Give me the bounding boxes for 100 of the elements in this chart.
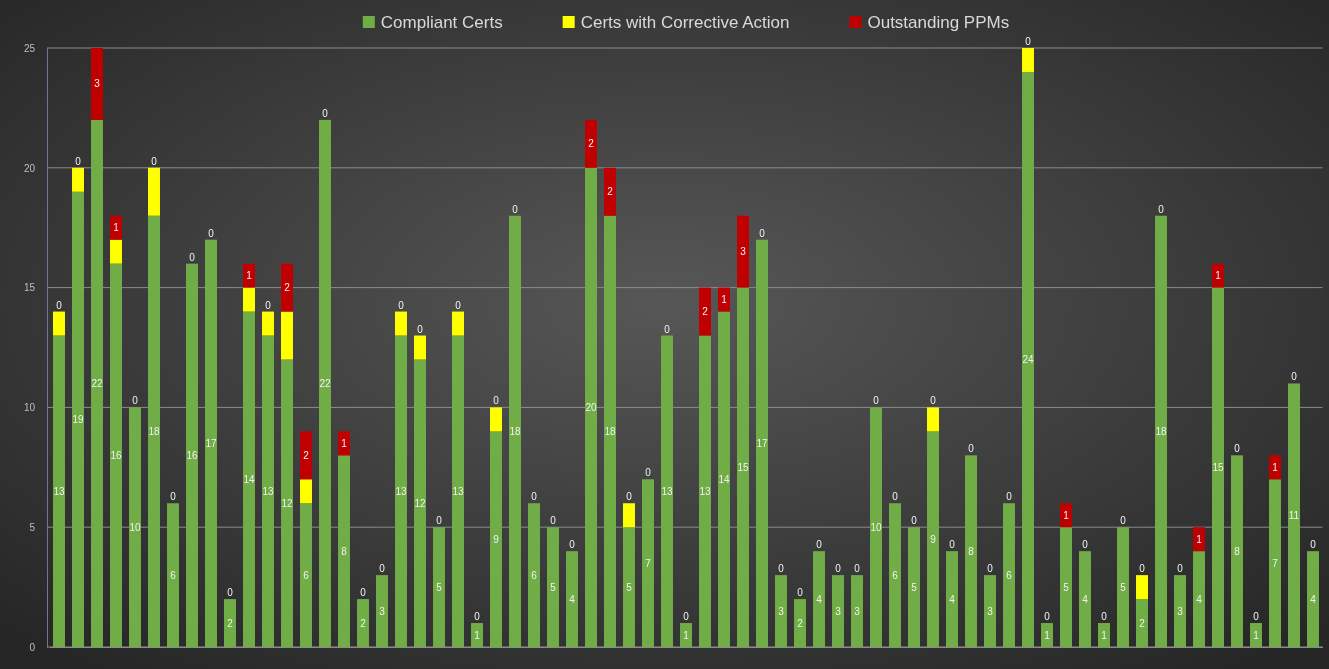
data-label: 0	[1025, 36, 1032, 47]
y-tick-label: 20	[23, 162, 36, 174]
data-label: 3	[835, 605, 842, 617]
y-tick-label: 25	[23, 42, 36, 54]
data-label: 1	[113, 222, 120, 234]
data-label: 0	[911, 515, 918, 527]
data-label: 0	[75, 155, 82, 167]
data-label: 1	[341, 437, 348, 449]
data-label: 2	[227, 617, 234, 629]
data-label: 12	[281, 497, 293, 509]
data-label: 5	[911, 581, 918, 593]
data-label: 4	[1196, 593, 1203, 605]
data-label: 0	[778, 563, 785, 575]
data-label: 17	[205, 437, 217, 449]
data-label: 0	[398, 299, 405, 311]
data-label: 4	[1310, 593, 1317, 605]
data-label: 0	[968, 443, 975, 455]
data-label: 0	[949, 539, 956, 551]
data-label: 22	[319, 377, 331, 389]
data-label: 1	[721, 294, 728, 306]
data-label: 0	[132, 395, 139, 407]
data-label: 12	[414, 497, 426, 509]
data-label: 2	[797, 617, 804, 629]
data-label: 0	[1158, 203, 1165, 215]
data-label: 0	[797, 587, 804, 599]
data-label: 3	[379, 605, 386, 617]
data-label: 15	[1212, 461, 1224, 473]
data-label: 0	[892, 491, 899, 503]
data-label: 14	[718, 473, 730, 485]
data-label: 20	[585, 401, 597, 413]
data-label: 2	[360, 617, 367, 629]
data-label: 0	[1101, 611, 1108, 623]
data-label: 0	[1234, 443, 1241, 455]
data-label: 0	[170, 491, 177, 503]
data-label: 18	[604, 425, 616, 437]
data-label: 0	[493, 395, 500, 407]
data-label: 19	[72, 413, 84, 425]
data-label: 0	[322, 107, 329, 119]
data-label: 2	[607, 186, 614, 198]
data-label: 5	[436, 581, 443, 593]
data-label: 2	[284, 282, 291, 294]
data-label: 18	[148, 425, 160, 437]
legend-label: Certs with Corrective Action	[580, 12, 790, 32]
data-label: 7	[1272, 557, 1279, 569]
data-label: 0	[645, 467, 652, 479]
data-label: 13	[53, 485, 65, 497]
data-label: 3	[854, 605, 861, 617]
data-label: 0	[873, 395, 880, 407]
data-label: 0	[1006, 491, 1013, 503]
data-label: 1	[474, 629, 481, 641]
data-label: 4	[816, 593, 823, 605]
data-label: 16	[110, 449, 122, 461]
data-label: 0	[151, 155, 158, 167]
data-label: 1	[1044, 629, 1051, 641]
data-label: 8	[341, 545, 348, 557]
data-label: 0	[265, 299, 272, 311]
data-label: 0	[1139, 563, 1146, 575]
data-label: 0	[474, 611, 481, 623]
data-label: 0	[1082, 539, 1089, 551]
data-label: 2	[303, 449, 310, 461]
data-label: 0	[436, 515, 443, 527]
data-label: 0	[56, 299, 63, 311]
data-label: 1	[683, 629, 690, 641]
data-label: 7	[645, 557, 652, 569]
data-label: 3	[1177, 605, 1184, 617]
data-label: 13	[699, 485, 711, 497]
data-label: 3	[778, 605, 785, 617]
data-label: 0	[1177, 563, 1184, 575]
data-label: 5	[1063, 581, 1070, 593]
data-label: 0	[759, 227, 766, 239]
data-label: 0	[455, 299, 462, 311]
data-label: 0	[417, 323, 424, 335]
data-label: 0	[1310, 539, 1317, 551]
data-label: 2	[702, 306, 709, 318]
data-label: 4	[569, 593, 576, 605]
data-label: 13	[262, 485, 274, 497]
data-label: 1	[246, 270, 253, 282]
data-label: 18	[509, 425, 521, 437]
legend-label: Outstanding PPMs	[867, 12, 1010, 32]
data-label: 8	[968, 545, 975, 557]
data-label: 0	[227, 587, 234, 599]
data-label: 9	[930, 533, 937, 545]
data-label: 1	[1253, 629, 1260, 641]
data-label: 0	[626, 491, 633, 503]
data-label: 0	[835, 563, 842, 575]
data-label: 10	[870, 521, 882, 533]
data-label: 18	[1155, 425, 1167, 437]
data-label: 11	[1288, 509, 1300, 521]
data-label: 5	[626, 581, 633, 593]
data-label: 8	[1234, 545, 1241, 557]
data-label: 4	[949, 593, 956, 605]
data-label: 0	[664, 323, 671, 335]
data-label: 6	[531, 569, 538, 581]
legend-label: Compliant Certs	[380, 12, 503, 32]
y-tick-label: 5	[29, 521, 36, 533]
data-label: 6	[303, 569, 310, 581]
data-label: 0	[1253, 611, 1260, 623]
data-label: 0	[1044, 611, 1051, 623]
data-label: 0	[1120, 515, 1127, 527]
data-label: 0	[360, 587, 367, 599]
